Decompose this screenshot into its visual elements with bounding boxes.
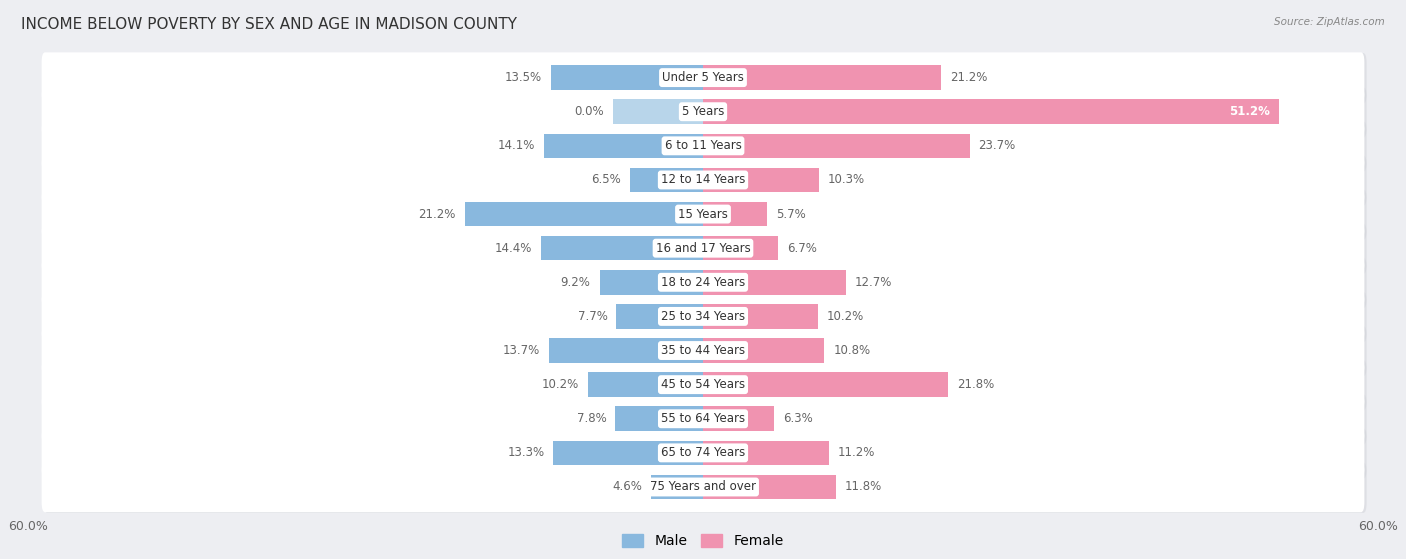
- Text: 18 to 24 Years: 18 to 24 Years: [661, 276, 745, 289]
- Text: Source: ZipAtlas.com: Source: ZipAtlas.com: [1274, 17, 1385, 27]
- Text: 21.2%: 21.2%: [418, 207, 456, 221]
- Bar: [464, 202, 703, 226]
- Bar: [703, 338, 824, 363]
- Text: 13.5%: 13.5%: [505, 71, 543, 84]
- Text: 75 Years and over: 75 Years and over: [650, 481, 756, 494]
- Bar: [703, 202, 768, 226]
- Text: 6.5%: 6.5%: [591, 173, 621, 187]
- Text: INCOME BELOW POVERTY BY SEX AND AGE IN MADISON COUNTY: INCOME BELOW POVERTY BY SEX AND AGE IN M…: [21, 17, 517, 32]
- Text: 65 to 74 Years: 65 to 74 Years: [661, 447, 745, 459]
- Text: 25 to 34 Years: 25 to 34 Years: [661, 310, 745, 323]
- Text: Under 5 Years: Under 5 Years: [662, 71, 744, 84]
- Bar: [703, 100, 1279, 124]
- Bar: [588, 372, 703, 397]
- FancyBboxPatch shape: [44, 428, 1367, 479]
- Text: 21.2%: 21.2%: [950, 71, 988, 84]
- Text: 13.3%: 13.3%: [508, 447, 544, 459]
- Text: 6 to 11 Years: 6 to 11 Years: [665, 139, 741, 153]
- Text: 10.2%: 10.2%: [543, 378, 579, 391]
- Bar: [613, 100, 703, 124]
- Bar: [703, 168, 818, 192]
- Bar: [703, 270, 846, 295]
- Legend: Male, Female: Male, Female: [617, 529, 789, 554]
- FancyBboxPatch shape: [42, 121, 1364, 171]
- FancyBboxPatch shape: [42, 325, 1364, 376]
- Text: 16 and 17 Years: 16 and 17 Years: [655, 241, 751, 255]
- Bar: [616, 304, 703, 329]
- Bar: [551, 65, 703, 90]
- Bar: [630, 168, 703, 192]
- FancyBboxPatch shape: [42, 257, 1364, 307]
- Text: 12 to 14 Years: 12 to 14 Years: [661, 173, 745, 187]
- FancyBboxPatch shape: [42, 223, 1364, 273]
- Bar: [703, 65, 942, 90]
- Bar: [651, 475, 703, 499]
- Text: 14.4%: 14.4%: [495, 241, 531, 255]
- FancyBboxPatch shape: [44, 224, 1367, 274]
- Text: 9.2%: 9.2%: [561, 276, 591, 289]
- Bar: [544, 134, 703, 158]
- Bar: [703, 372, 948, 397]
- Text: 21.8%: 21.8%: [957, 378, 994, 391]
- Text: 7.7%: 7.7%: [578, 310, 607, 323]
- Text: 51.2%: 51.2%: [1229, 105, 1270, 118]
- Text: 0.0%: 0.0%: [575, 105, 605, 118]
- Text: 10.2%: 10.2%: [827, 310, 863, 323]
- Text: 4.6%: 4.6%: [613, 481, 643, 494]
- FancyBboxPatch shape: [42, 53, 1364, 103]
- Bar: [703, 304, 818, 329]
- FancyBboxPatch shape: [42, 462, 1364, 512]
- FancyBboxPatch shape: [44, 121, 1367, 172]
- Text: 13.7%: 13.7%: [503, 344, 540, 357]
- FancyBboxPatch shape: [42, 189, 1364, 239]
- Bar: [703, 440, 830, 465]
- FancyBboxPatch shape: [42, 87, 1364, 137]
- FancyBboxPatch shape: [42, 155, 1364, 205]
- FancyBboxPatch shape: [44, 292, 1367, 342]
- FancyBboxPatch shape: [44, 258, 1367, 308]
- Text: 7.8%: 7.8%: [576, 412, 606, 425]
- Text: 6.7%: 6.7%: [787, 241, 817, 255]
- Bar: [703, 134, 970, 158]
- Text: 12.7%: 12.7%: [855, 276, 893, 289]
- Text: 10.8%: 10.8%: [834, 344, 870, 357]
- Text: 10.3%: 10.3%: [828, 173, 865, 187]
- Bar: [541, 236, 703, 260]
- FancyBboxPatch shape: [42, 359, 1364, 410]
- Bar: [599, 270, 703, 295]
- Text: 23.7%: 23.7%: [979, 139, 1015, 153]
- FancyBboxPatch shape: [44, 462, 1367, 513]
- Bar: [548, 338, 703, 363]
- FancyBboxPatch shape: [44, 326, 1367, 376]
- FancyBboxPatch shape: [44, 87, 1367, 138]
- FancyBboxPatch shape: [44, 155, 1367, 206]
- FancyBboxPatch shape: [44, 394, 1367, 445]
- FancyBboxPatch shape: [42, 428, 1364, 478]
- Bar: [703, 236, 779, 260]
- Text: 6.3%: 6.3%: [783, 412, 813, 425]
- Text: 35 to 44 Years: 35 to 44 Years: [661, 344, 745, 357]
- Text: 11.2%: 11.2%: [838, 447, 876, 459]
- Text: 5.7%: 5.7%: [776, 207, 806, 221]
- FancyBboxPatch shape: [42, 394, 1364, 444]
- Bar: [616, 406, 703, 431]
- Text: 5 Years: 5 Years: [682, 105, 724, 118]
- Bar: [703, 406, 773, 431]
- FancyBboxPatch shape: [42, 291, 1364, 342]
- Text: 45 to 54 Years: 45 to 54 Years: [661, 378, 745, 391]
- Bar: [703, 475, 835, 499]
- FancyBboxPatch shape: [44, 360, 1367, 410]
- Text: 15 Years: 15 Years: [678, 207, 728, 221]
- FancyBboxPatch shape: [44, 53, 1367, 103]
- Text: 55 to 64 Years: 55 to 64 Years: [661, 412, 745, 425]
- Bar: [554, 440, 703, 465]
- Text: 14.1%: 14.1%: [498, 139, 536, 153]
- FancyBboxPatch shape: [44, 190, 1367, 240]
- Text: 11.8%: 11.8%: [845, 481, 882, 494]
